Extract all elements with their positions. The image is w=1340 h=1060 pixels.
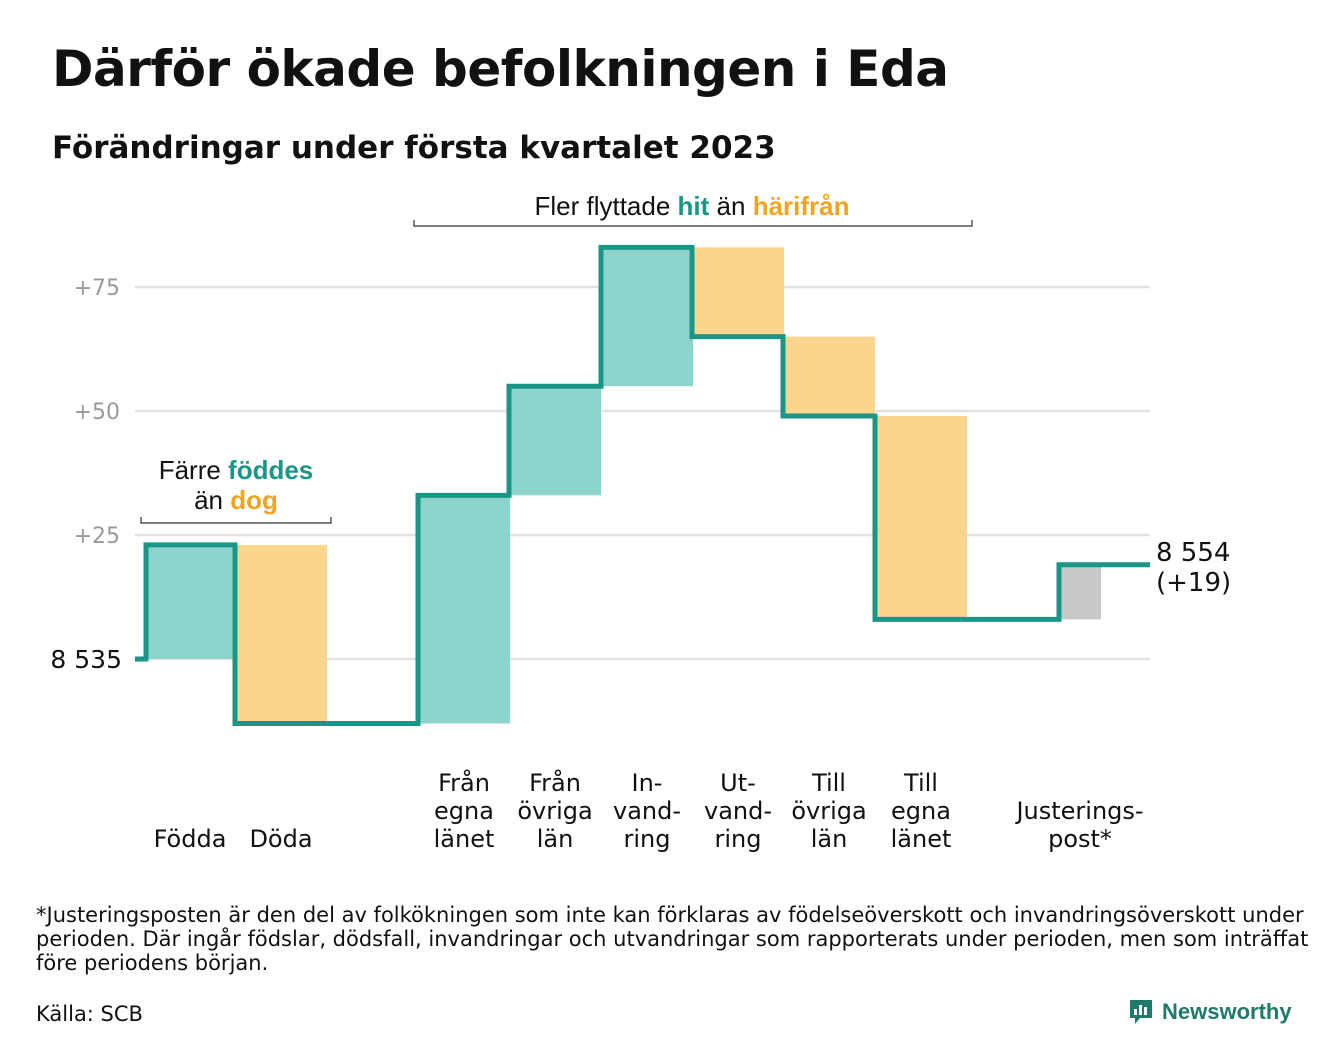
- bar-decrease: [692, 247, 784, 337]
- category-label: In-: [632, 769, 663, 797]
- category-label: övriga: [517, 797, 592, 825]
- bar-increase: [144, 544, 236, 659]
- category-label: län: [537, 825, 574, 853]
- category-label: Ut-: [720, 769, 756, 797]
- category-label: ring: [715, 825, 762, 853]
- moves-annotation-highlight-in: hit: [678, 191, 710, 221]
- category-label: Till: [903, 769, 938, 797]
- category-label: egna: [891, 797, 951, 825]
- category-label: län: [811, 825, 848, 853]
- category-label: post*: [1048, 825, 1112, 853]
- moves-annotation-highlight-out: härifrån: [753, 191, 850, 221]
- bar-decrease: [235, 544, 327, 724]
- baseline-value-label: 8 535: [50, 645, 122, 674]
- y-tick-label: +75: [74, 276, 120, 301]
- births-annotation-line1: Färre föddes: [159, 455, 314, 485]
- moves-bracket: [413, 220, 973, 227]
- end-change-label: (+19): [1156, 568, 1231, 598]
- bar-increase: [601, 247, 693, 387]
- births-annotation-text1: Färre: [159, 455, 228, 485]
- category-label: Från: [438, 768, 490, 797]
- brand-name: Newsworthy: [1162, 999, 1292, 1024]
- category-label: Födda: [154, 825, 227, 853]
- bar-increase: [509, 386, 601, 496]
- moves-annotation-mid: än: [709, 191, 752, 221]
- chart-title: Därför ökade befolkningen i Eda: [52, 40, 949, 98]
- y-tick-label: +25: [74, 524, 120, 549]
- category-label: vand-: [613, 797, 681, 825]
- births-annotation-line2: än dog: [194, 485, 278, 515]
- deaths-annotation-highlight: dog: [230, 485, 278, 515]
- bar-decrease: [875, 415, 967, 620]
- source: Källa: SCB: [36, 1002, 143, 1026]
- moves-annotation-pre: Fler flyttade: [534, 191, 677, 221]
- category-label: övriga: [791, 797, 866, 825]
- brand-logo: Newsworthy: [1128, 998, 1292, 1026]
- category-label: egna: [434, 797, 494, 825]
- category-label: länet: [434, 825, 495, 853]
- y-tick-label: +50: [74, 400, 120, 425]
- category-label: vand-: [704, 797, 772, 825]
- category-label: Från: [529, 768, 581, 797]
- category-label: ring: [624, 825, 671, 853]
- category-label: Justerings-: [1014, 797, 1143, 825]
- category-label: Till: [811, 769, 846, 797]
- cumulative-step-line: [135, 244, 1150, 726]
- bar-decrease: [783, 336, 875, 416]
- bar-adjustment: [1059, 564, 1101, 620]
- category-label: länet: [891, 825, 952, 853]
- newsworthy-logo-icon: [1130, 1000, 1152, 1024]
- moves-annotation: Fler flyttade hit än härifrån: [534, 191, 849, 221]
- bars: [144, 247, 1101, 724]
- bar-increase: [418, 495, 510, 724]
- category-label: Döda: [249, 825, 312, 853]
- end-value-label: 8 554: [1156, 538, 1230, 568]
- births-bracket: [140, 517, 332, 524]
- births-annotation-text2: än: [194, 485, 230, 515]
- footnote: *Justeringsposten är den del av folkökni…: [36, 903, 1309, 975]
- births-annotation-highlight: föddes: [228, 455, 313, 485]
- chart-subtitle: Förändringar under första kvartalet 2023: [52, 130, 776, 166]
